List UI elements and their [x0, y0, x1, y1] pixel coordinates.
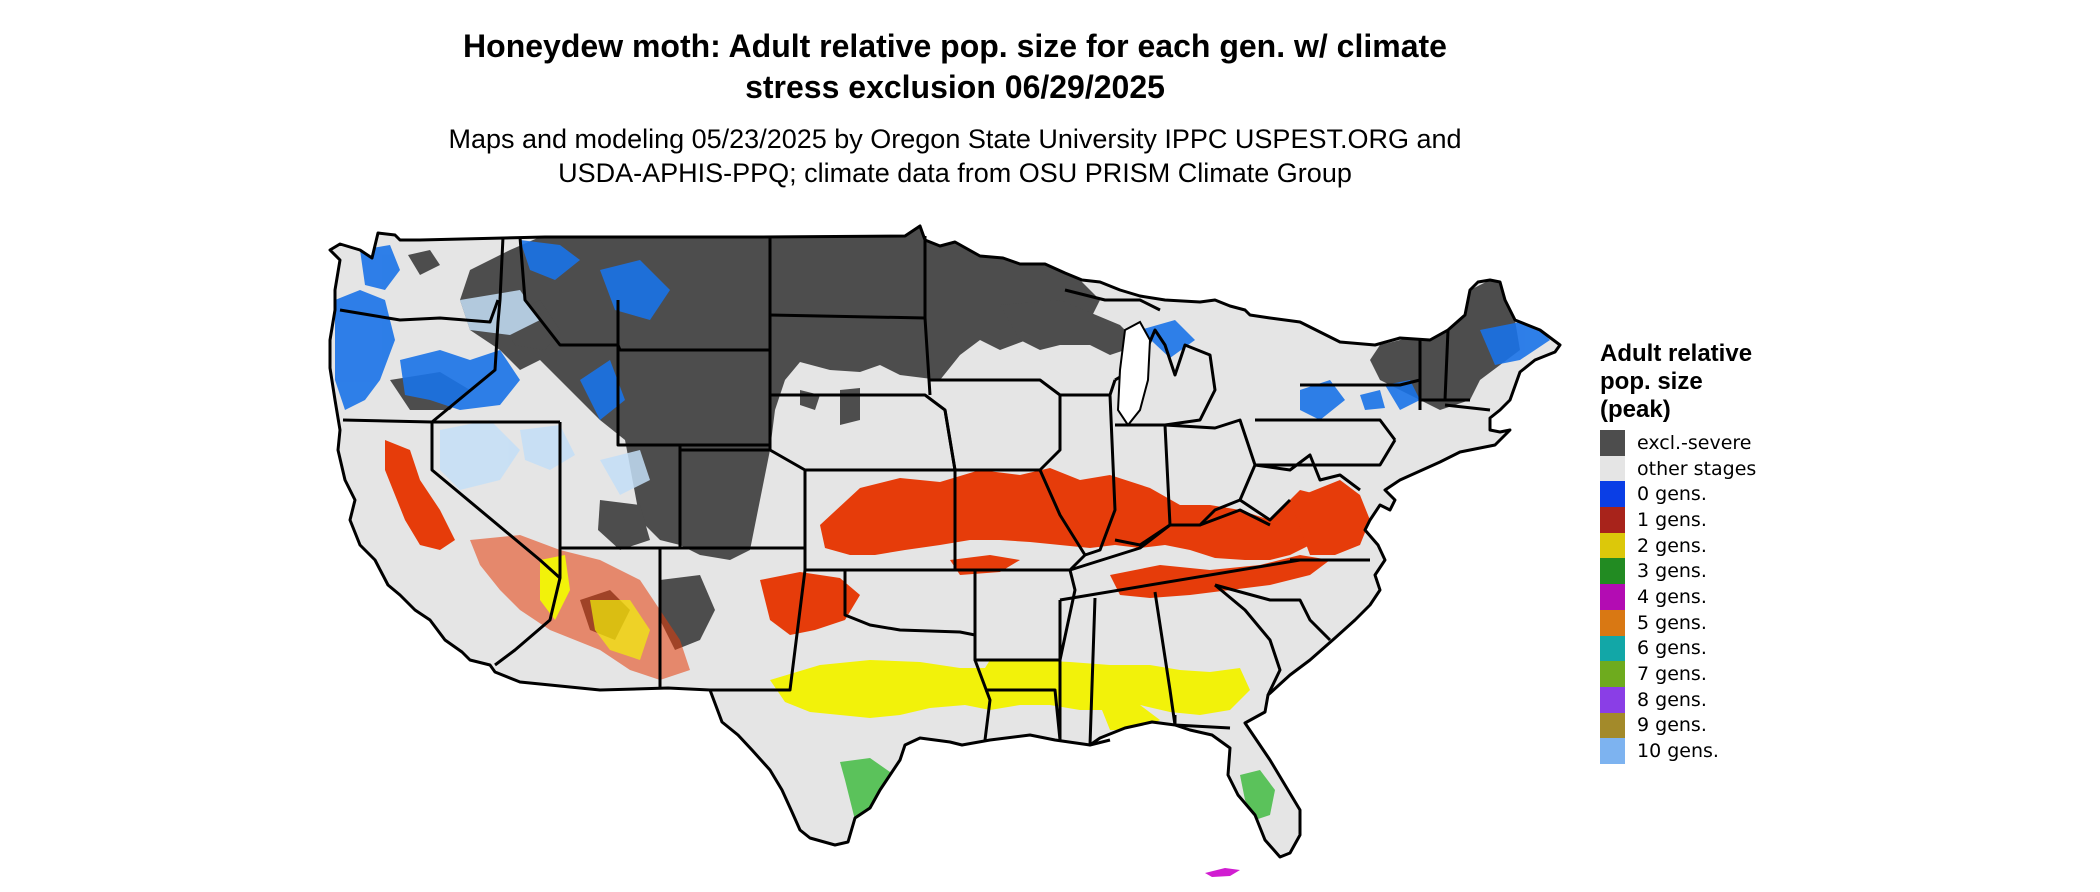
legend-swatch: [1600, 738, 1625, 764]
three-generation-regions: [840, 758, 1275, 830]
legend-label: 10 gens.: [1637, 740, 1719, 763]
legend-swatch: [1600, 507, 1625, 533]
zero-generation-regions: [335, 240, 1550, 420]
legend-label: 7 gens.: [1637, 663, 1707, 686]
map-title: Honeydew moth: Adult relative pop. size …: [0, 26, 1910, 108]
legend-label: other stages: [1637, 457, 1757, 480]
legend-title-line2: pop. size: [1600, 368, 1703, 395]
legend-item: 1 gens.: [1600, 507, 1860, 533]
map-subtitle: Maps and modeling 05/23/2025 by Oregon S…: [0, 122, 1910, 190]
legend-item: 7 gens.: [1600, 661, 1860, 687]
legend-swatch: [1600, 481, 1625, 508]
legend-swatch: [1600, 430, 1625, 456]
legend-swatch: [1600, 661, 1625, 687]
legend-item: excl.-severe: [1600, 430, 1860, 456]
legend-swatch: [1600, 455, 1625, 482]
legend-item: 6 gens.: [1600, 635, 1860, 662]
legend-swatch: [1600, 558, 1625, 585]
legend-item: 3 gens.: [1600, 558, 1860, 585]
legend-swatch: [1600, 532, 1625, 559]
legend-label: 9 gens.: [1637, 714, 1707, 737]
legend-items: excl.-severe other stages 0 gens. 1 gens. 2 …: [1600, 430, 1860, 764]
legend-label: 1 gens.: [1637, 508, 1707, 531]
legend-swatch: [1600, 712, 1625, 739]
legend-title-line3: (peak): [1600, 396, 1671, 423]
legend-item: 10 gens.: [1600, 738, 1860, 764]
legend-title-line1: Adult relative: [1600, 340, 1753, 367]
legend-item: 0 gens.: [1600, 481, 1860, 508]
us-map: [328, 224, 1562, 877]
legend-label: 4 gens.: [1637, 585, 1707, 608]
legend-item: 2 gens.: [1600, 532, 1860, 559]
legend-swatch: [1600, 635, 1625, 662]
map-title-line1: Honeydew moth: Adult relative pop. size …: [463, 28, 1447, 64]
map-subtitle-line1: Maps and modeling 05/23/2025 by Oregon S…: [448, 124, 1462, 154]
legend-label: 5 gens.: [1637, 611, 1707, 634]
lake-michigan: [1116, 320, 1152, 427]
map-subtitle-line2: USDA-APHIS-PPQ; climate data from OSU PR…: [558, 158, 1352, 188]
legend-swatch: [1600, 609, 1625, 636]
map-legend: Adult relative pop. size (peak) excl.-se…: [1600, 340, 1860, 764]
legend-item: 5 gens.: [1600, 609, 1860, 636]
legend-label: 8 gens.: [1637, 688, 1707, 711]
legend-title: Adult relative pop. size (peak): [1600, 340, 1860, 424]
four-generation-speck: [1205, 868, 1240, 877]
legend-item: 8 gens.: [1600, 686, 1860, 713]
legend-swatch: [1600, 584, 1625, 610]
legend-label: 2 gens.: [1637, 534, 1707, 557]
legend-item: other stages: [1600, 455, 1860, 482]
legend-swatch: [1600, 686, 1625, 713]
legend-item: 9 gens.: [1600, 712, 1860, 739]
legend-label: 3 gens.: [1637, 560, 1707, 583]
state-borders: [328, 224, 1562, 859]
legend-label: 0 gens.: [1637, 483, 1707, 506]
legend-item: 4 gens.: [1600, 584, 1860, 610]
legend-label: 6 gens.: [1637, 637, 1707, 660]
legend-label: excl.-severe: [1637, 431, 1752, 454]
map-title-line2: stress exclusion 06/29/2025: [745, 69, 1165, 105]
